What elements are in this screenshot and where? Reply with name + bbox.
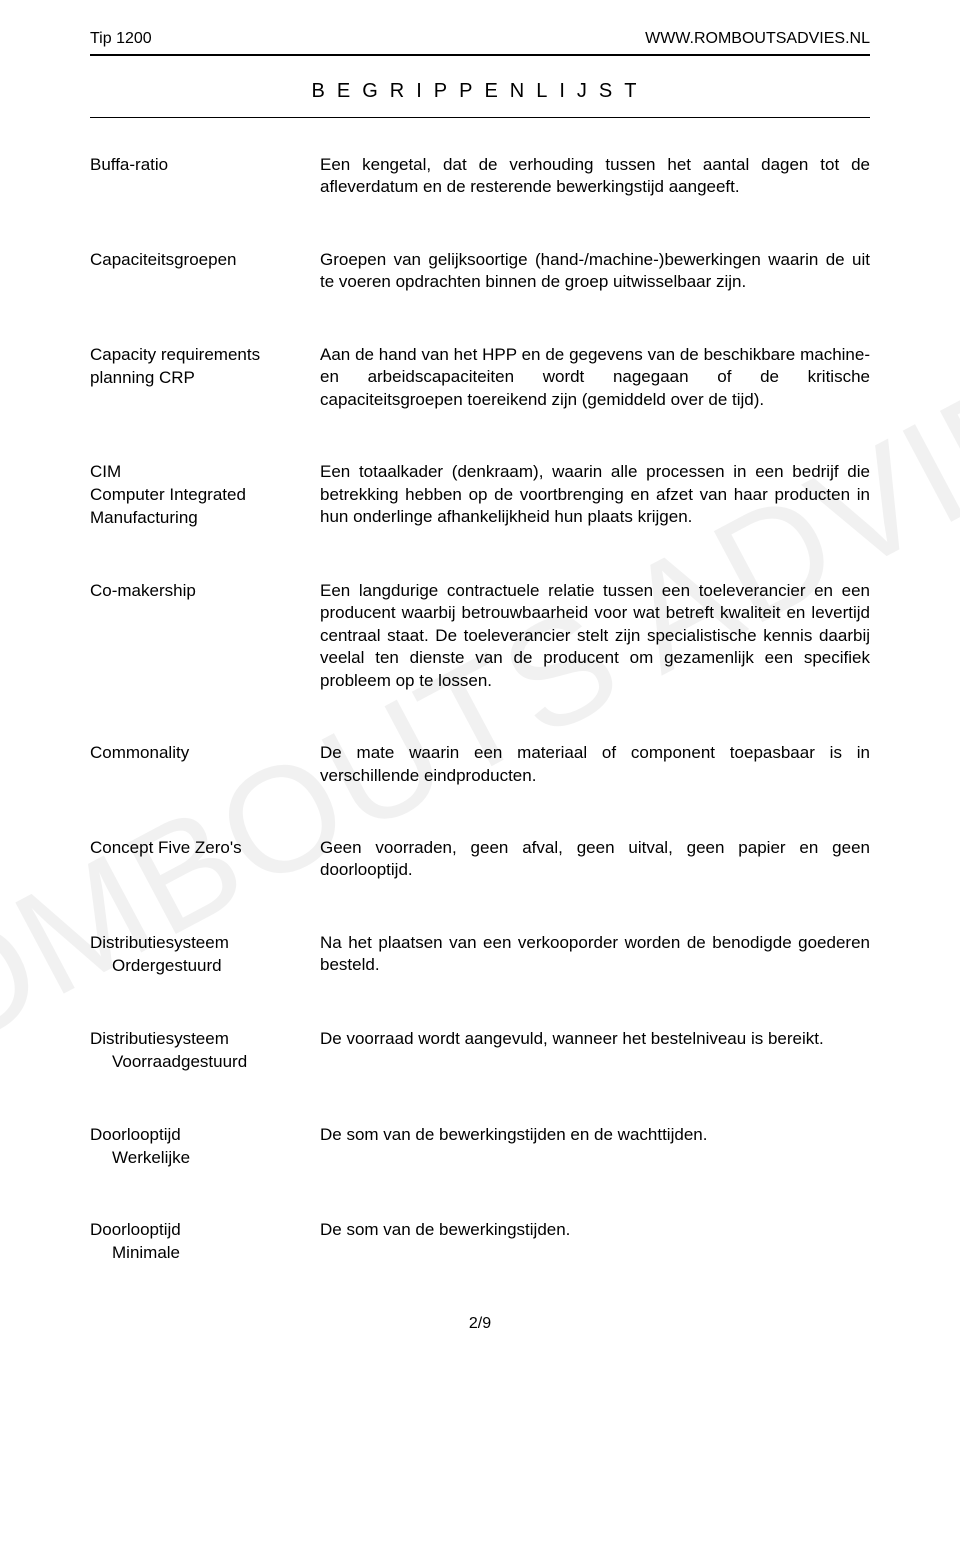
glossary-entry: Buffa-ratio Een kengetal, dat de verhoudi… (90, 154, 870, 199)
term-line: planning CRP (90, 367, 306, 390)
term-line: Ordergestuurd (90, 955, 306, 978)
glossary-list: Buffa-ratio Een kengetal, dat de verhoudi… (90, 118, 870, 1265)
definition-text: Na het plaatsen van een verkooporder wor… (320, 932, 870, 978)
definition-text: Geen voorraden, geen afval, geen uitval,… (320, 837, 870, 882)
term-column: DoorlooptijdMinimale (90, 1219, 320, 1265)
definition-text: De voorraad wordt aangevuld, wanneer het… (320, 1028, 870, 1074)
header-left: Tip 1200 (90, 30, 152, 48)
glossary-entry: Commonality De mate waarin een materiaal … (90, 742, 870, 787)
term-column: Concept Five Zero's (90, 837, 320, 882)
glossary-entry: DistributiesysteemVoorraadgestuurdDe voo… (90, 1028, 870, 1074)
term-line: Manufacturing (90, 507, 306, 530)
page-header: Tip 1200 WWW.ROMBOUTSADVIES.NL (90, 30, 870, 56)
definition-text: De som van de bewerkingstijden en de wac… (320, 1124, 870, 1170)
page-title: BEGRIPPENLIJST (90, 56, 870, 118)
term-line: Co-makership (90, 580, 306, 603)
term-line: Distributiesysteem (90, 932, 306, 955)
glossary-entry: DoorlooptijdMinimaleDe som van de bewerk… (90, 1219, 870, 1265)
term-column: DistributiesysteemVoorraadgestuurd (90, 1028, 320, 1074)
page-number: 2/9 (90, 1315, 870, 1333)
definition-text: Een totaalkader (denkraam), waarin alle … (320, 461, 870, 530)
glossary-entry: DoorlooptijdWerkelijkeDe som van de bewe… (90, 1124, 870, 1170)
term-column: DistributiesysteemOrdergestuurd (90, 932, 320, 978)
term-line: Concept Five Zero's (90, 837, 306, 860)
definition-text: Groepen van gelijksoortige (hand-/machin… (320, 249, 870, 294)
term-line: Capaciteitsgroepen (90, 249, 306, 272)
term-column: Co-makership (90, 580, 320, 692)
term-line: Distributiesysteem (90, 1028, 306, 1051)
glossary-entry: CIMComputer IntegratedManufacturingEen t… (90, 461, 870, 530)
term-column: Capaciteitsgroepen (90, 249, 320, 294)
term-column: Capacity requirementsplanning CRP (90, 344, 320, 411)
term-line: Capacity requirements (90, 344, 306, 367)
term-column: CIMComputer IntegratedManufacturing (90, 461, 320, 530)
glossary-entry: Co-makership Een langdurige contractuele … (90, 580, 870, 692)
definition-text: Een kengetal, dat de verhouding tussen h… (320, 154, 870, 199)
glossary-entry: Capacity requirementsplanning CRPAan de … (90, 344, 870, 411)
term-line: Minimale (90, 1242, 306, 1265)
term-line: Werkelijke (90, 1147, 306, 1170)
glossary-entry: Concept Five Zero's Geen voorraden, geen … (90, 837, 870, 882)
term-line: Computer Integrated (90, 484, 306, 507)
definition-text: Aan de hand van het HPP en de gegevens v… (320, 344, 870, 411)
term-line: Doorlooptijd (90, 1219, 306, 1242)
definition-text: De mate waarin een materiaal of componen… (320, 742, 870, 787)
term-line: Buffa-ratio (90, 154, 306, 177)
definition-text: Een langdurige contractuele relatie tuss… (320, 580, 870, 692)
term-line: Voorraadgestuurd (90, 1051, 306, 1074)
term-column: Commonality (90, 742, 320, 787)
term-line: Commonality (90, 742, 306, 765)
term-line: CIM (90, 461, 306, 484)
glossary-entry: Capaciteitsgroepen Groepen van gelijksoor… (90, 249, 870, 294)
definition-text: De som van de bewerkingstijden. (320, 1219, 870, 1265)
header-right: WWW.ROMBOUTSADVIES.NL (645, 30, 870, 48)
term-column: DoorlooptijdWerkelijke (90, 1124, 320, 1170)
term-column: Buffa-ratio (90, 154, 320, 199)
glossary-entry: DistributiesysteemOrdergestuurdNa het pl… (90, 932, 870, 978)
page-content: Tip 1200 WWW.ROMBOUTSADVIES.NL BEGRIPPEN… (90, 30, 870, 1333)
term-line: Doorlooptijd (90, 1124, 306, 1147)
